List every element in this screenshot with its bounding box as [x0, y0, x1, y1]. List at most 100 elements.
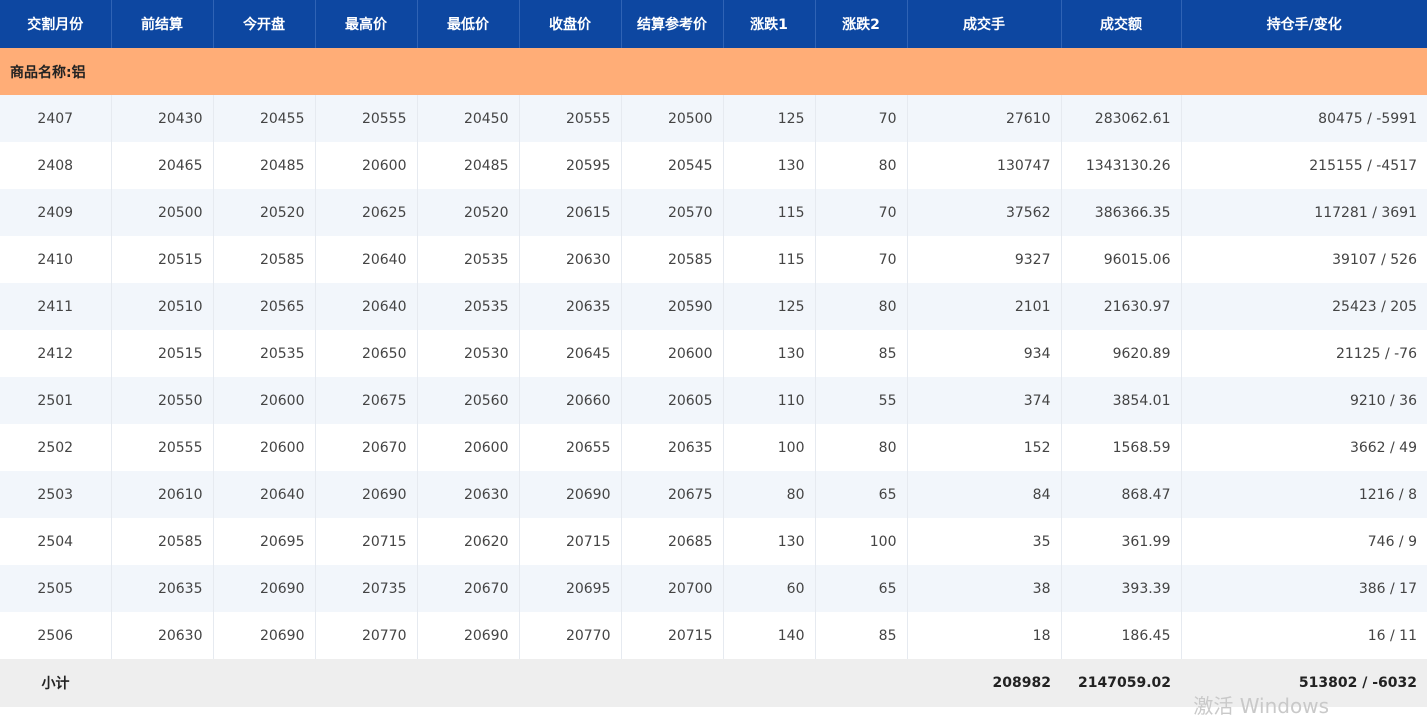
cell-settlement-ref: 20545 — [621, 142, 724, 189]
header-open[interactable]: 今开盘 — [213, 0, 316, 48]
cell-prev-settlement: 20550 — [111, 377, 214, 424]
cell-close: 20595 — [519, 142, 622, 189]
cell-low: 20620 — [417, 518, 520, 565]
cell-low: 20520 — [417, 189, 520, 236]
cell-change-1: 110 — [723, 377, 816, 424]
cell-prev-settlement: 20515 — [111, 236, 214, 283]
cell-settlement-ref: 20635 — [621, 424, 724, 471]
cell-turnover: 3854.01 — [1061, 377, 1182, 424]
cell-open-interest: 1216 / 8 — [1181, 471, 1427, 518]
cell-settlement-ref: 20600 — [621, 330, 724, 377]
cell-change-1: 80 — [723, 471, 816, 518]
cell-volume: 35 — [907, 518, 1062, 565]
table-row: 2412 20515 20535 20650 20530 20645 20600 130 85 9… — [0, 330, 1427, 377]
header-settlement-ref[interactable]: 结算参考价 — [621, 0, 724, 48]
cell-settlement-ref: 20590 — [621, 283, 724, 330]
subtotal-open-interest: 513802 / -6032 — [1181, 659, 1427, 707]
cell-change-1: 125 — [723, 283, 816, 330]
cell-close: 20690 — [519, 471, 622, 518]
cell-change-1: 100 — [723, 424, 816, 471]
cell-change-1: 130 — [723, 330, 816, 377]
cell-turnover: 393.39 — [1061, 565, 1182, 612]
header-low[interactable]: 最低价 — [417, 0, 520, 48]
cell-delivery-month: 2409 — [0, 189, 112, 236]
cell-settlement-ref: 20605 — [621, 377, 724, 424]
cell-open: 20520 — [213, 189, 316, 236]
cell-change-1: 115 — [723, 189, 816, 236]
cell-change-2: 85 — [815, 330, 908, 377]
cell-delivery-month: 2502 — [0, 424, 112, 471]
cell-settlement-ref: 20500 — [621, 95, 724, 142]
header-change-2[interactable]: 涨跌2 — [815, 0, 908, 48]
cell-delivery-month: 2412 — [0, 330, 112, 377]
cell-turnover: 1343130.26 — [1061, 142, 1182, 189]
cell-change-2: 80 — [815, 283, 908, 330]
header-volume[interactable]: 成交手 — [907, 0, 1062, 48]
cell-open: 20535 — [213, 330, 316, 377]
cell-volume: 37562 — [907, 189, 1062, 236]
cell-change-2: 85 — [815, 612, 908, 659]
cell-low: 20630 — [417, 471, 520, 518]
cell-volume: 130747 — [907, 142, 1062, 189]
header-open-interest[interactable]: 持仓手/变化 — [1181, 0, 1427, 48]
cell-volume: 38 — [907, 565, 1062, 612]
header-high[interactable]: 最高价 — [315, 0, 418, 48]
cell-open: 20690 — [213, 565, 316, 612]
header-prev-settlement[interactable]: 前结算 — [111, 0, 214, 48]
table-row: 2408 20465 20485 20600 20485 20595 20545 130 80 1… — [0, 142, 1427, 189]
cell-volume: 9327 — [907, 236, 1062, 283]
cell-open-interest: 9210 / 36 — [1181, 377, 1427, 424]
subtotal-empty-cell — [815, 659, 907, 707]
cell-delivery-month: 2407 — [0, 95, 112, 142]
header-delivery-month[interactable]: 交割月份 — [0, 0, 112, 48]
cell-open: 20485 — [213, 142, 316, 189]
cell-settlement-ref: 20715 — [621, 612, 724, 659]
cell-prev-settlement: 20585 — [111, 518, 214, 565]
subtotal-row: 小计 208982 2147059.02 513802 / -6032 — [0, 659, 1427, 707]
cell-open-interest: 80475 / -5991 — [1181, 95, 1427, 142]
subtotal-empty-cell — [213, 659, 315, 707]
cell-close: 20695 — [519, 565, 622, 612]
cell-delivery-month: 2410 — [0, 236, 112, 283]
header-close[interactable]: 收盘价 — [519, 0, 622, 48]
cell-delivery-month: 2506 — [0, 612, 112, 659]
cell-open: 20455 — [213, 95, 316, 142]
cell-close: 20630 — [519, 236, 622, 283]
cell-delivery-month: 2408 — [0, 142, 112, 189]
cell-prev-settlement: 20515 — [111, 330, 214, 377]
cell-high: 20625 — [315, 189, 418, 236]
subtotal-empty-cell — [621, 659, 723, 707]
cell-high: 20650 — [315, 330, 418, 377]
table-row: 2410 20515 20585 20640 20535 20630 20585 115 70 9… — [0, 236, 1427, 283]
cell-open-interest: 21125 / -76 — [1181, 330, 1427, 377]
cell-volume: 84 — [907, 471, 1062, 518]
table-row: 2411 20510 20565 20640 20535 20635 20590 125 80 2… — [0, 283, 1427, 330]
cell-delivery-month: 2501 — [0, 377, 112, 424]
cell-low: 20670 — [417, 565, 520, 612]
cell-low: 20450 — [417, 95, 520, 142]
cell-settlement-ref: 20685 — [621, 518, 724, 565]
cell-prev-settlement: 20510 — [111, 283, 214, 330]
cell-high: 20640 — [315, 283, 418, 330]
cell-turnover: 868.47 — [1061, 471, 1182, 518]
cell-close: 20645 — [519, 330, 622, 377]
header-change-1[interactable]: 涨跌1 — [723, 0, 816, 48]
cell-turnover: 1568.59 — [1061, 424, 1182, 471]
cell-low: 20485 — [417, 142, 520, 189]
cell-prev-settlement: 20500 — [111, 189, 214, 236]
cell-volume: 18 — [907, 612, 1062, 659]
cell-high: 20670 — [315, 424, 418, 471]
cell-open: 20690 — [213, 612, 316, 659]
cell-change-2: 70 — [815, 95, 908, 142]
cell-change-2: 55 — [815, 377, 908, 424]
header-turnover[interactable]: 成交额 — [1061, 0, 1182, 48]
cell-settlement-ref: 20585 — [621, 236, 724, 283]
cell-high: 20675 — [315, 377, 418, 424]
cell-high: 20770 — [315, 612, 418, 659]
subtotal-empty-cell — [315, 659, 417, 707]
cell-close: 20770 — [519, 612, 622, 659]
cell-high: 20735 — [315, 565, 418, 612]
cell-open: 20640 — [213, 471, 316, 518]
subtotal-empty-cell — [723, 659, 815, 707]
cell-delivery-month: 2503 — [0, 471, 112, 518]
